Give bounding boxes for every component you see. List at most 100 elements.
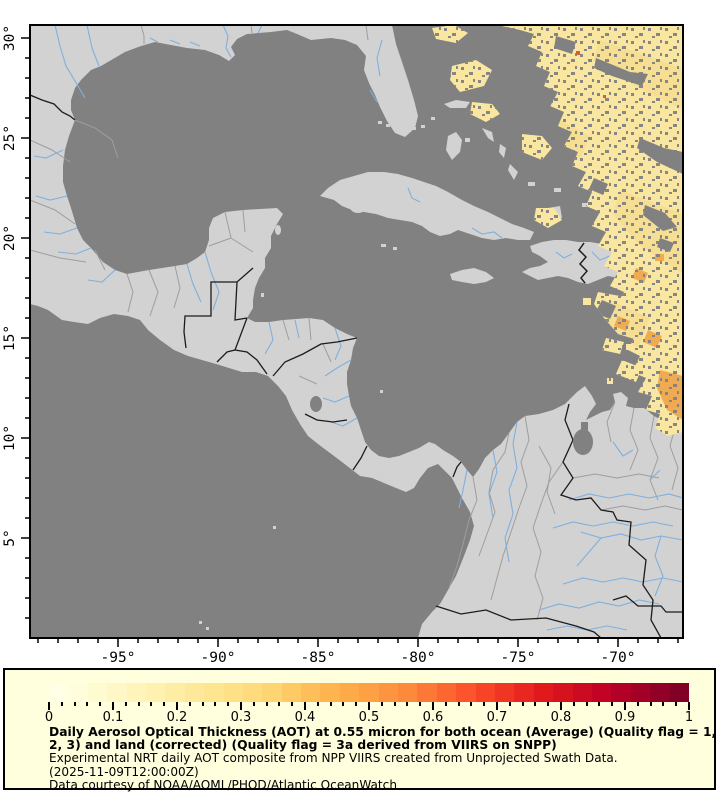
colorbar-minor-tick [252,702,255,706]
x-tick-label: -85° [301,650,336,666]
colorbar-segment [378,683,399,702]
colorbar-minor-tick [329,702,332,706]
legend-box: 0 0.1 0.2 0.3 0.4 0.5 0.6 0.7 0.8 0.9 1 Daily Aero… [3,668,717,792]
colorbar-minor-tick [227,702,230,706]
colorbar-minor-tick [99,702,102,706]
colorbar-minor-tick [675,702,678,706]
colorbar-segment [572,683,592,702]
colorbar-minor-tick [291,702,294,706]
florida-keys [378,121,425,131]
map-frame [29,24,684,639]
small-island-1 [261,293,264,297]
colorbar-minor-tick [508,702,511,706]
y-tick-label: 20° [2,225,18,251]
map-axes: -95° -90° -85° -80° -75° -70° 30° 25° 20° 15° 10° 5… [2,25,679,666]
colorbar-segment [223,683,243,702]
colorbar-minor-tick [483,702,486,706]
border-colombia-venezuela [559,403,662,638]
colorbar-segment [591,683,612,702]
colorbar-minor-tick [585,702,588,706]
colorbar-minor-tick [393,702,396,706]
colorbar-minor-tick [419,702,422,706]
x-tick-label: -75° [501,650,536,666]
y-tick-label: 30° [2,25,18,51]
legend-courtesy: Data courtesy of NOAA/AOML/PHOD/Atlantic… [49,777,397,792]
border-us-mexico [30,94,76,121]
border-belize-guatemala [234,281,248,321]
colorbar-segment [262,683,282,702]
colorbar-minor-tick [547,702,550,706]
x-tick-label: -90° [201,650,236,666]
colorbar-segment [475,683,495,702]
colorbar-tick-label: 0.3 [230,710,252,725]
colorbar-major-tick [432,702,434,710]
colorbar-tick-label: 0.1 [102,710,124,725]
legend-subtitle: Experimental NRT daily AOT composite fro… [49,751,618,766]
y-tick-label: 10° [2,425,18,451]
colorbar-major-tick [112,702,114,710]
colorbar-major-tick [240,702,242,710]
colorbar-minor-tick [611,702,614,706]
hispaniola-border-overlay [578,242,588,284]
colorbar-minor-tick [201,702,204,706]
colorbar-segment [650,683,670,702]
colorbar-minor-tick [342,702,345,706]
colorbar-segment [398,683,418,702]
colorbar-segment [494,683,515,702]
san-andres-island [380,390,383,393]
colorbar-major-tick [560,702,562,710]
colorbar-minor-tick [534,702,537,706]
colorbar-minor-tick [457,702,460,706]
jamaica-island [450,268,494,284]
colorbar [49,683,689,702]
colorbar-minor-tick [137,702,140,706]
map-area [30,25,683,638]
colorbar-minor-tick [444,702,447,706]
colorbar-segment [145,683,166,702]
colorbar-tick-label: 0.4 [294,710,316,725]
cozumel-island [275,225,281,235]
state-lines [30,25,683,621]
colorbar-segment [301,683,321,702]
colorbar-minor-tick [163,702,166,706]
colorbar-segment [242,683,263,702]
colorbar-minor-tick [214,702,217,706]
colorbar-segment [49,683,69,702]
legend-title-line1: Daily Aerosol Optical Thickness (AOT) at… [49,725,717,739]
legend-text-block: Daily Aerosol Optical Thickness (AOT) at… [49,725,717,792]
colorbar-segment [436,683,457,702]
colorbar-segment [456,683,476,702]
colorbar-minor-tick [662,702,665,706]
cayman-islands [381,244,397,250]
colorbar-tick-label: 1 [684,710,694,725]
colorbar-minor-tick [572,702,575,706]
x-tick-label: -70° [601,650,636,666]
colorbar-tick-label: 0.6 [422,710,444,725]
y-tick-label: 25° [2,125,18,151]
colorbar-minor-tick [636,702,639,706]
colorbar-minor-tick [124,702,127,706]
colorbar-tick-label: 0.2 [166,710,188,725]
colorbar-minor-tick [316,702,319,706]
colorbar-minor-tick [470,702,473,706]
colorbar-minor-tick [521,702,524,706]
colorbar-minor-tick [188,702,191,706]
colorbar-minor-tick [278,702,281,706]
colorbar-segment [184,683,205,702]
colorbar-tick-label: 0.7 [486,710,508,725]
colorbar-minor-tick [598,702,601,706]
cuba-island [320,172,534,240]
islands [199,100,683,630]
colorbar-segment [107,683,127,702]
colorbar-ticks [48,702,690,712]
colorbar-segment [68,683,88,702]
colorbar-minor-tick [406,702,409,706]
colorbar-segment [359,683,379,702]
colorbar-major-tick [496,702,498,710]
colorbar-segment [630,683,651,702]
colorbar-major-tick [624,702,626,710]
colorbar-segment [320,683,340,702]
colorbar-segment [417,683,437,702]
lake-nicaragua [310,396,322,412]
